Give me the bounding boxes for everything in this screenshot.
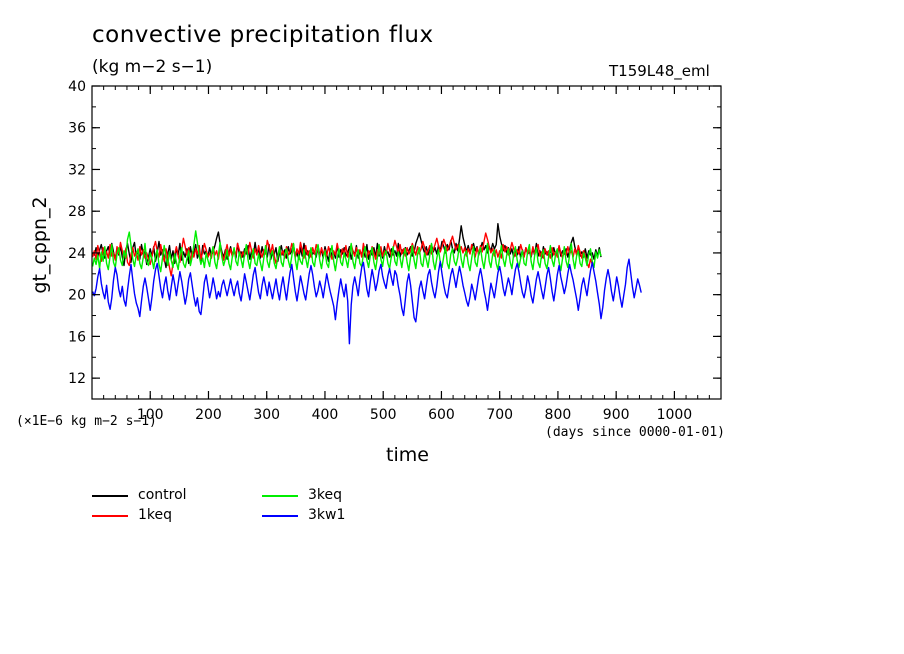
series-line-3keq <box>91 230 602 273</box>
x-unit-note: (days since 0000-01-01) <box>545 425 726 440</box>
y-tick-label: 12 <box>68 371 86 387</box>
x-tick-label: 400 <box>312 407 339 423</box>
legend-label-3kw1: 3kw1 <box>308 507 346 523</box>
y-tick-label: 28 <box>68 204 86 220</box>
run-label: T159L48_eml <box>609 62 710 80</box>
x-tick-label: 200 <box>195 407 222 423</box>
x-tick-label: 800 <box>545 407 572 423</box>
legend-swatch-control <box>92 495 128 497</box>
series-line-3kw1 <box>91 258 642 345</box>
x-tick-label: 900 <box>603 407 630 423</box>
legend-label-3keq: 3keq <box>308 487 343 503</box>
y-tick-label: 24 <box>68 246 86 262</box>
legend-label-1keq: 1keq <box>138 507 173 523</box>
x-tick-label: 500 <box>370 407 397 423</box>
y-tick-label: 36 <box>68 121 86 137</box>
x-axis-label: time <box>386 444 429 466</box>
legend-swatch-3keq <box>262 495 298 497</box>
chart-title: convective precipitation flux <box>92 22 434 48</box>
legend-swatch-3kw1 <box>262 515 298 517</box>
plot-frame <box>91 85 722 400</box>
x-tick-label: 300 <box>253 407 280 423</box>
y-tick-label: 32 <box>68 162 86 178</box>
y-tick-label: 40 <box>68 79 86 95</box>
legend-label-control: control <box>138 487 187 503</box>
y-axis-label: gt_cppn_2 <box>29 196 51 294</box>
x-tick-label: 700 <box>486 407 513 423</box>
y-tick-label: 16 <box>68 329 86 345</box>
x-tick-label: 100 <box>137 407 164 423</box>
x-tick-label: 1000 <box>657 407 693 423</box>
x-tick-label: 600 <box>428 407 455 423</box>
legend-swatch-1keq <box>92 515 128 517</box>
y-tick-label: 20 <box>68 288 86 304</box>
y-unit-note: (×1E−6 kg m−2 s−1) <box>16 414 157 429</box>
chart-subtitle: (kg m−2 s−1) <box>92 57 213 77</box>
